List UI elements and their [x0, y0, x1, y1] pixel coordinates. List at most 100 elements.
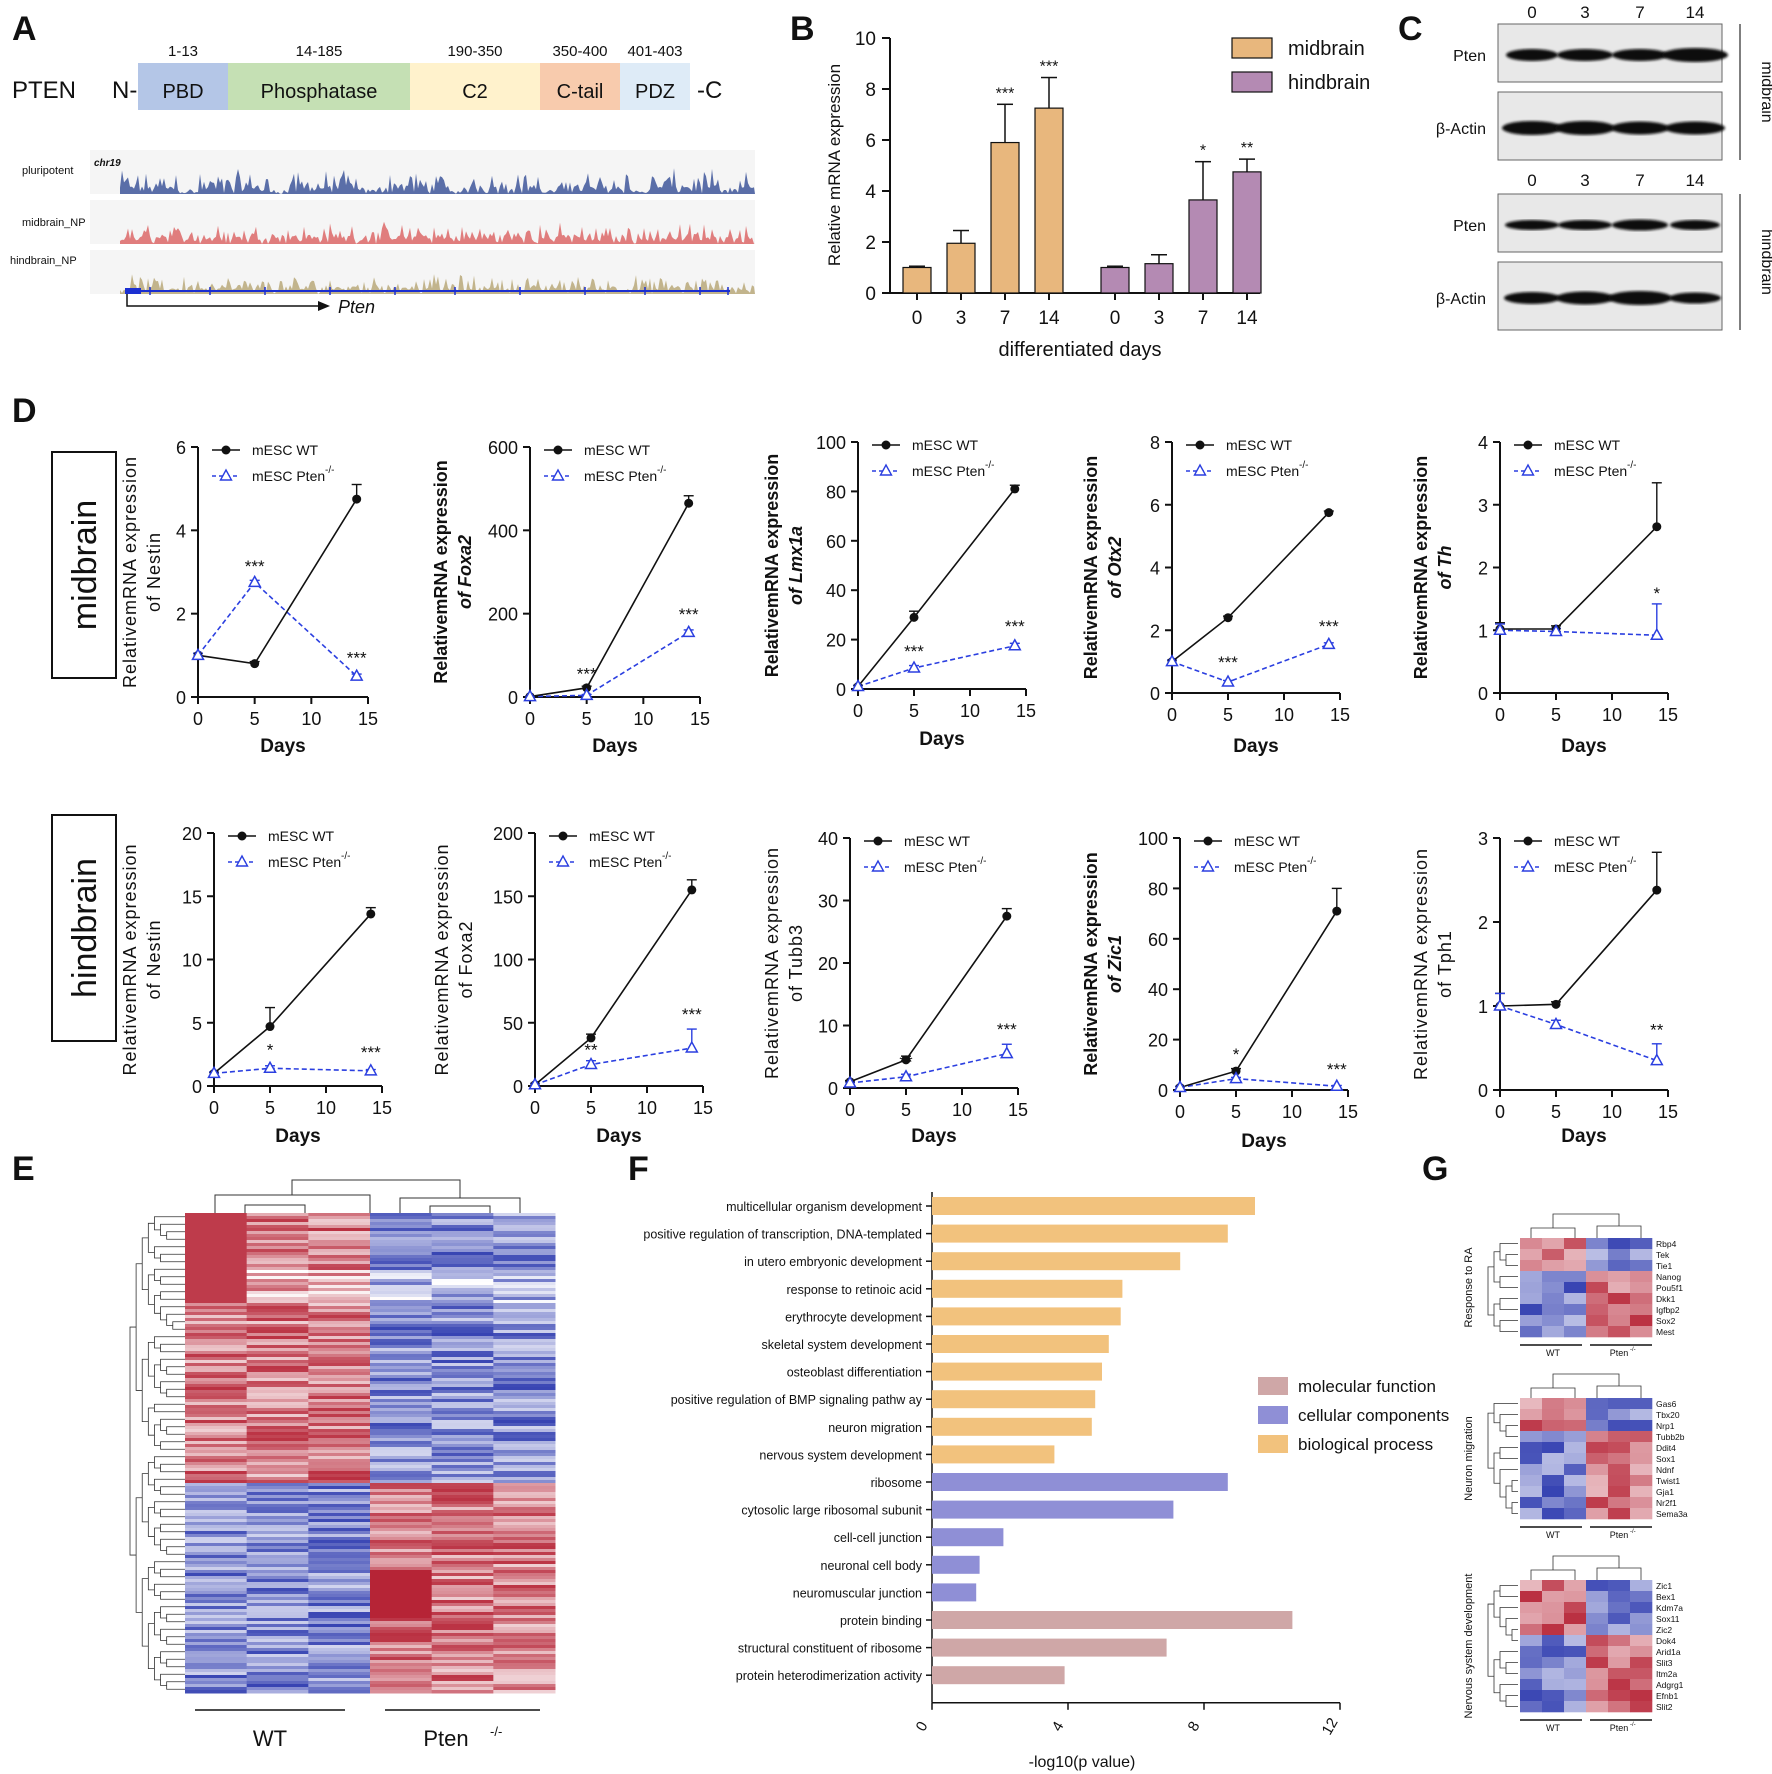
- band: [1557, 49, 1613, 61]
- point-wt: [352, 494, 362, 504]
- band: [1669, 292, 1721, 304]
- x-tick-label: 5: [909, 701, 919, 721]
- series-line-ko: [1499, 1005, 1658, 1062]
- track-label-midbrain: midbrain_NP: [22, 217, 86, 229]
- col-label-ko-sup: -/-: [1630, 1722, 1636, 1728]
- gene-label: Dok4: [1656, 1636, 1676, 1646]
- gene-label: Twist1: [1656, 1476, 1680, 1486]
- legend-label-ko-sup: -/-: [985, 460, 994, 471]
- bar-midbrain-7: [990, 141, 1020, 294]
- bar-10: [932, 1473, 1228, 1491]
- point-ko: [247, 574, 262, 588]
- y-tick-label: 4: [1478, 433, 1488, 453]
- block-title: Response to RA: [1463, 1247, 1475, 1328]
- x-tick-label: 0: [525, 709, 535, 729]
- legend-label-wt: mESC WT: [912, 437, 979, 453]
- x-tick-label: 7: [1198, 308, 1209, 329]
- y-tick-label: 0: [1150, 684, 1160, 704]
- series-line-wt: [534, 889, 693, 1086]
- bar-13: [932, 1555, 980, 1574]
- x-tick-label: 5: [1223, 705, 1233, 725]
- y-axis-label-gene: of Tubb3: [786, 924, 806, 1002]
- band: [1504, 292, 1560, 304]
- line-chart-D-mid-Lmx1a: 0 20 40 60 80 100 0 5 10 15 Days RelativemRNA expre…: [762, 433, 1036, 750]
- bar-chart-b: 0 2 4 6 8 10 Relative mRNA expression different…: [825, 29, 1370, 361]
- bar-11: [932, 1500, 1174, 1519]
- y-tick-label: 2: [176, 605, 186, 625]
- x-tick-label: 15: [1016, 701, 1036, 721]
- line-chart-D-hind-Nestin: 0 5 10 15 20 0 5 10 15 Days RelativemRNA expressio…: [120, 824, 392, 1147]
- point-wt: [684, 498, 694, 508]
- significance-mark: ***: [996, 85, 1015, 102]
- band: [1665, 121, 1725, 135]
- legend-marker-ko: [879, 463, 893, 476]
- y-tick-label: 20: [818, 954, 838, 974]
- gene-label: Itm2a: [1656, 1669, 1678, 1679]
- x-tick-label: 0: [912, 308, 923, 329]
- y-tick-label: 3: [1478, 496, 1488, 516]
- x-tick-label: 5: [1231, 1102, 1241, 1122]
- western-blot: 0 3 7 14 Pten β-Actin midbrain 0 3 7 14 Pten β-Actin…: [1436, 3, 1772, 331]
- line-chart-D-mid-Otx2: 0 2 4 6 8 0 5 10 15 Days RelativemRNA expression of…: [1081, 433, 1350, 757]
- blot-row-label: Pten: [1453, 218, 1486, 235]
- bar-6: [932, 1362, 1102, 1381]
- domain-label: C-tail: [557, 81, 604, 103]
- legend-marker-wt: [558, 831, 568, 841]
- x-tick-label: 14: [1038, 308, 1060, 329]
- point-ko: [523, 689, 537, 702]
- y-tick-label: 80: [1148, 879, 1168, 899]
- bar-17: [932, 1666, 1065, 1685]
- y-tick-label: 100: [1138, 829, 1168, 849]
- bar-1: [932, 1224, 1228, 1243]
- y-axis-label: RelativemRNA expression: [762, 847, 782, 1079]
- category-label: nervous system development: [759, 1448, 922, 1462]
- x-axis-label: Days: [919, 729, 964, 750]
- point-ko: [364, 1063, 378, 1076]
- legend-label-ko-sup: -/-: [1307, 856, 1316, 867]
- gene-label: Tek: [1656, 1250, 1670, 1260]
- point-wt: [250, 659, 260, 669]
- y-axis-label-gene: of Tph1: [1435, 930, 1455, 998]
- gene-label: Nrp1: [1656, 1421, 1675, 1431]
- gene-exons: [149, 287, 729, 295]
- point-wt: [265, 1022, 275, 1032]
- bar-chart-f: 0 4 8 12 -log10(p value) multicellular organi…: [643, 1192, 1449, 1771]
- band: [1612, 49, 1668, 61]
- x-axis-label: Days: [275, 1126, 320, 1147]
- point-ko: [685, 1040, 699, 1053]
- point-wt: [1652, 522, 1662, 532]
- series-line-wt: [529, 502, 690, 698]
- domain-label: PBD: [162, 81, 203, 103]
- y-axis-label-gene: of Nestin: [144, 919, 164, 999]
- x-axis-label: Days: [1233, 736, 1278, 757]
- y-tick-label: 30: [818, 892, 838, 912]
- panel-label-d: D: [12, 392, 37, 430]
- significance-mark: ***: [577, 665, 597, 684]
- band: [1612, 219, 1668, 231]
- point-ko: [528, 1077, 542, 1090]
- col-label-wt: WT: [1546, 1723, 1560, 1733]
- bar-12: [932, 1528, 1004, 1547]
- x-tick-label: 14: [1236, 308, 1258, 329]
- significance-mark: **: [1650, 1020, 1664, 1039]
- gene-label: Tubb2b: [1656, 1432, 1685, 1442]
- col-label-ko: Pten: [1610, 1723, 1629, 1733]
- line-chart-D-hind-Zic1: 0 20 40 60 80 100 0 5 10 15 Days RelativemRNA expre…: [1081, 829, 1358, 1152]
- bar-16: [932, 1638, 1167, 1657]
- legend-label-wt: mESC WT: [252, 442, 319, 458]
- blot-day-label: 0: [1527, 171, 1536, 190]
- blot-day-label: 3: [1580, 3, 1589, 22]
- series-line-wt: [849, 915, 1008, 1083]
- legend-marker-ko: [1521, 463, 1535, 476]
- gene-label: Igfbp2: [1656, 1305, 1680, 1315]
- panel-a: A PTEN N- -C PBD 1-13 Phosphatase 14-185 C2 1…: [10, 10, 755, 317]
- y-tick-label: 6: [1150, 496, 1160, 516]
- band: [1555, 121, 1615, 135]
- x-axis-label: Days: [260, 736, 305, 757]
- y-tick-label: 4: [865, 182, 876, 203]
- x-tick-label: 10: [1274, 705, 1294, 725]
- blot-row-label: β-Actin: [1436, 291, 1486, 308]
- series-line-ko: [213, 1067, 371, 1075]
- y-tick-label: 0: [176, 688, 186, 708]
